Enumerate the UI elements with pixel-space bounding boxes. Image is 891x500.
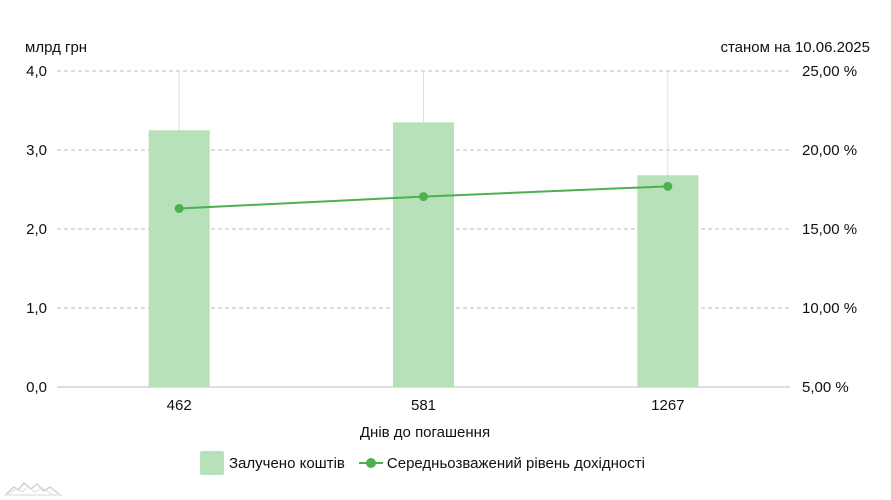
left-axis-ticks: 0,0 1,0 2,0 3,0 4,0	[26, 63, 47, 396]
left-tick-label: 0,0	[26, 379, 47, 396]
legend-line-label: Середньозважений рівень дохідності	[386, 454, 645, 472]
legend-bar-swatch	[200, 451, 224, 475]
left-axis-unit-label: млрд грн	[25, 39, 87, 56]
right-axis-ticks: 5,00 % 10,00 % 15,00 % 20,00 % 25,00 %	[802, 63, 857, 396]
as-of-date-label: станом на 10.06.2025	[720, 39, 870, 56]
left-tick-label: 4,0	[26, 63, 47, 80]
mountain-logo-icon	[4, 482, 62, 496]
x-axis-title: Днів до погашення	[360, 424, 490, 441]
left-tick-label: 3,0	[26, 142, 47, 159]
bars	[148, 122, 699, 387]
legend: Залучено коштів Середньозважений рівень …	[200, 451, 645, 475]
bar-1267	[637, 175, 699, 387]
legend-line-swatch	[358, 451, 383, 475]
bar-462	[148, 130, 210, 387]
bar-581	[393, 122, 454, 387]
yield-line-series	[174, 181, 673, 213]
right-tick-label: 25,00 %	[802, 63, 857, 80]
x-axis-ticks: 462 581 1267	[167, 397, 685, 414]
right-tick-label: 10,00 %	[802, 300, 857, 317]
left-tick-label: 2,0	[26, 221, 47, 238]
x-tick-label: 1267	[651, 397, 684, 414]
x-tick-label: 462	[167, 397, 192, 414]
right-tick-label: 20,00 %	[802, 142, 857, 159]
right-tick-label: 15,00 %	[802, 221, 857, 238]
right-tick-label: 5,00 %	[802, 379, 849, 396]
yield-point-462	[174, 203, 184, 213]
yield-point-581	[419, 192, 428, 202]
x-tick-label: 581	[411, 397, 436, 414]
legend-bar-label: Залучено коштів	[229, 454, 345, 472]
yield-point-1267	[663, 181, 673, 191]
left-tick-label: 1,0	[26, 300, 47, 317]
